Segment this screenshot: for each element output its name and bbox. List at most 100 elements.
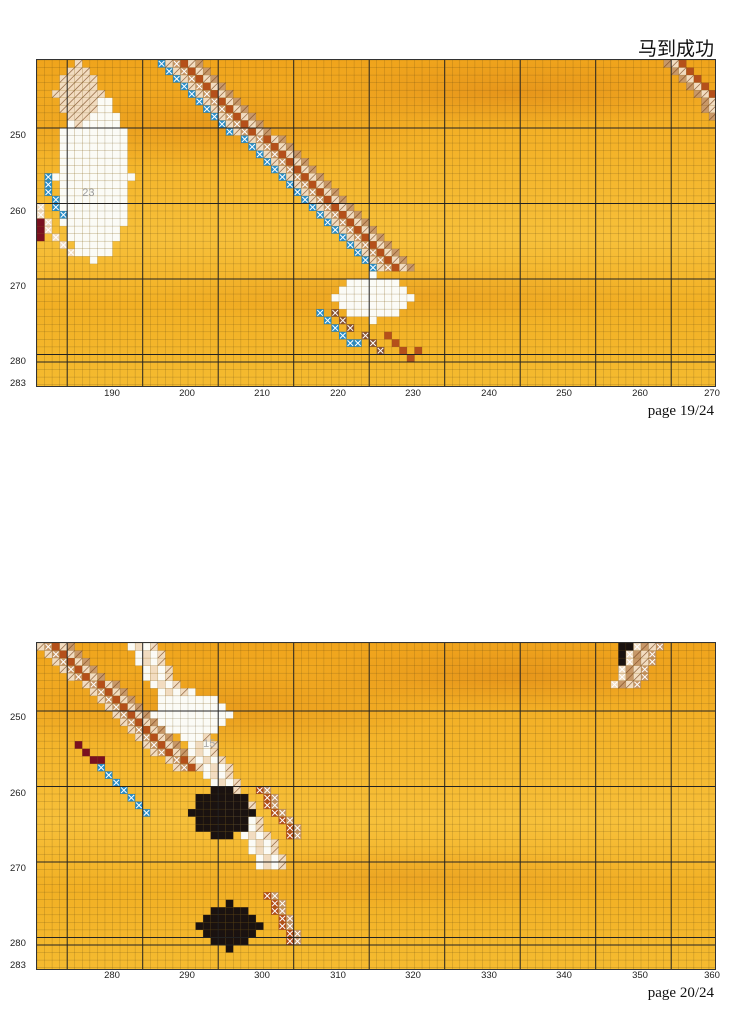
stitch-cell — [384, 256, 392, 264]
stitch-cell — [135, 643, 143, 651]
stitch-symbol — [60, 658, 67, 666]
stitch-symbol — [180, 74, 189, 83]
stitch-symbol — [293, 180, 302, 189]
stitch-cell — [203, 809, 211, 817]
stitch-symbol — [165, 665, 174, 674]
stitch-cell — [112, 695, 121, 704]
stitch-symbol — [368, 256, 378, 265]
stitch-cell — [195, 741, 204, 749]
stitch-cell — [150, 673, 158, 681]
stitch-cell — [225, 786, 234, 794]
stitch-symbol — [127, 725, 136, 734]
stitch-symbol — [339, 332, 346, 339]
stitch-cell — [218, 809, 226, 817]
stitch-symbol — [134, 733, 143, 742]
stitch-symbol — [128, 794, 135, 801]
stitch-symbol — [210, 74, 219, 83]
stitch-symbol — [143, 734, 150, 741]
stitch-symbol — [60, 211, 67, 218]
stitch-cell — [157, 695, 166, 704]
stitch-cell — [142, 650, 151, 659]
stitch-symbol — [90, 681, 97, 688]
stitch-symbol — [150, 741, 158, 749]
stitch-symbol — [233, 121, 241, 128]
stitch-symbol — [693, 89, 702, 99]
stitch-cell — [112, 173, 121, 181]
stitch-cell — [74, 165, 83, 174]
stitch-symbol — [640, 657, 649, 666]
stitch-cell — [369, 309, 377, 317]
stitch-cell — [67, 143, 75, 151]
stitch-symbol — [625, 665, 634, 674]
stitch-cell — [210, 914, 219, 923]
stitch-symbol — [98, 688, 105, 696]
stitch-cell — [210, 695, 219, 704]
stitch-cell — [67, 158, 75, 166]
page-label: page 20/24 — [647, 985, 714, 1001]
stitch-cell — [74, 665, 83, 674]
stitch-cell — [135, 658, 143, 666]
stitch-symbol — [233, 778, 242, 787]
stitch-cell — [346, 301, 355, 310]
stitch-symbol — [361, 225, 370, 234]
stitch-cell — [414, 346, 423, 355]
stitch-symbol — [210, 82, 219, 91]
stitch-cell — [240, 929, 249, 938]
stitch-symbol — [196, 83, 203, 90]
stitch-cell — [82, 673, 90, 681]
stitch-symbol — [339, 317, 346, 324]
stitch-symbol — [264, 794, 271, 801]
stitch-symbol — [670, 60, 680, 68]
stitch-cell — [240, 824, 249, 832]
x-tick-label: 240 — [481, 388, 497, 399]
stitch-cell — [361, 301, 370, 310]
stitch-symbol — [217, 82, 227, 91]
stitch-cell — [59, 135, 68, 144]
stitch-cell — [104, 195, 113, 204]
stitch-cell — [248, 914, 256, 923]
stitch-symbol — [354, 249, 362, 256]
stitch-cell — [255, 831, 264, 840]
stitch-cell — [218, 794, 226, 802]
stitch-symbol — [187, 60, 196, 68]
stitch-cell — [210, 726, 219, 734]
stitch-cell — [203, 929, 211, 938]
stitch-cell — [59, 188, 68, 196]
stitch-symbol — [52, 204, 60, 211]
stitch-cell — [97, 180, 105, 189]
stitch-symbol — [346, 210, 355, 219]
x-tick-label: 310 — [330, 970, 346, 981]
stitch-symbol — [649, 658, 656, 666]
stitch-cell — [52, 643, 60, 651]
stitch-symbol — [316, 196, 324, 203]
stitch-cell — [127, 710, 136, 719]
stitch-symbol — [353, 218, 362, 227]
stitch-cell — [225, 899, 234, 908]
stitch-cell — [384, 301, 392, 310]
stitch-cell — [150, 658, 158, 666]
stitch-symbol — [625, 672, 634, 682]
stitch-cell — [218, 786, 226, 794]
stitch-symbol — [165, 740, 174, 749]
stitch-symbol — [263, 150, 272, 159]
stitch-symbol — [361, 248, 370, 257]
stitch-cell — [89, 256, 98, 264]
stitch-cell — [97, 112, 105, 121]
stitch-cell — [82, 143, 90, 151]
stitch-cell — [271, 861, 279, 870]
stitch-symbol — [347, 339, 354, 347]
stitch-cell — [82, 233, 90, 242]
stitch-symbol — [255, 823, 264, 833]
stitch-cell — [59, 180, 68, 189]
stitch-cell — [233, 929, 241, 938]
stitch-cell — [74, 226, 83, 234]
stitch-symbol — [271, 900, 278, 907]
stitch-cell — [74, 188, 83, 196]
stitch-cell — [308, 180, 317, 189]
stitch-cell — [74, 248, 83, 257]
stitch-cell — [203, 824, 211, 832]
stitch-symbol — [82, 74, 91, 83]
stitch-cell — [225, 809, 234, 817]
stitch-symbol — [256, 136, 263, 143]
stitch-cell — [180, 756, 188, 764]
